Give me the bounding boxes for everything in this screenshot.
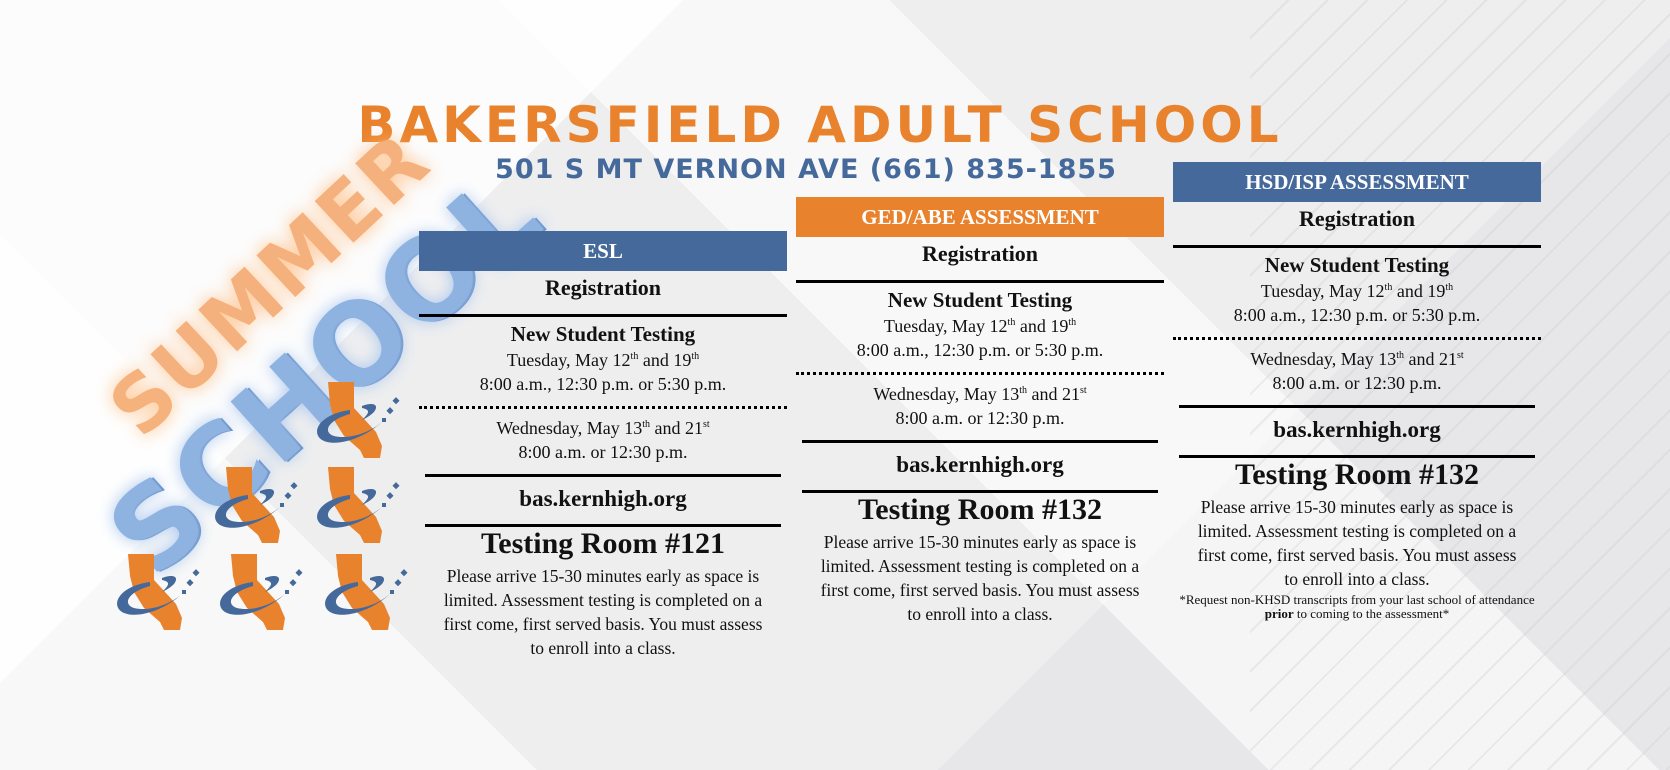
new-student-testing-label: New Student Testing — [887, 288, 1073, 312]
divider — [802, 490, 1158, 493]
column-heading: ESL — [419, 231, 787, 271]
new-student-testing-label: New Student Testing — [1264, 253, 1450, 277]
tuesday-times: 8:00 a.m., 12:30 p.m. or 5:30 p.m. — [1233, 305, 1481, 325]
registration-label: Registration — [544, 275, 662, 300]
column-heading: HSD/ISP ASSESSMENT — [1173, 162, 1541, 202]
website-link[interactable]: bas.kernhigh.org — [896, 452, 1064, 477]
california-logo-icon — [317, 382, 400, 458]
divider — [425, 524, 781, 527]
wednesday-dates: Wednesday, May 13th and 21st — [496, 418, 710, 438]
tuesday-dates: Tuesday, May 12th and 19th — [506, 350, 700, 370]
new-student-testing-label: New Student Testing — [510, 322, 696, 346]
wednesday-times: 8:00 a.m. or 12:30 p.m. — [1272, 373, 1442, 393]
divider — [1173, 245, 1541, 248]
tuesday-times: 8:00 a.m., 12:30 p.m. or 5:30 p.m. — [479, 374, 727, 394]
website-link[interactable]: bas.kernhigh.org — [519, 486, 687, 511]
school-title: BAKERSFIELD ADULT SCHOOL — [357, 96, 1283, 154]
testing-room: Testing Room #132 — [1235, 458, 1479, 491]
california-logo-icon — [117, 554, 200, 630]
divider — [796, 280, 1164, 283]
divider — [425, 474, 781, 477]
divider — [802, 440, 1158, 443]
arrival-note: Please arrive 15-30 minutes early as spa… — [1197, 497, 1517, 589]
divider — [1179, 455, 1535, 458]
tuesday-dates: Tuesday, May 12th and 19th — [883, 316, 1077, 336]
california-logo-icon — [220, 554, 303, 630]
school-address: 501 S MT VERNON AVE (661) 835-1855 — [495, 154, 1117, 185]
california-logo-icon — [215, 467, 298, 543]
dotted-divider — [419, 406, 787, 409]
california-logo-icon — [317, 467, 400, 543]
wednesday-times: 8:00 a.m. or 12:30 p.m. — [895, 408, 1065, 428]
registration-label: Registration — [921, 241, 1039, 266]
arrival-note: Please arrive 15-30 minutes early as spa… — [443, 566, 763, 658]
dotted-divider — [796, 372, 1164, 375]
tuesday-times: 8:00 a.m., 12:30 p.m. or 5:30 p.m. — [856, 340, 1104, 360]
dotted-divider — [1173, 337, 1541, 340]
tuesday-dates: Tuesday, May 12th and 19th — [1260, 281, 1454, 301]
transcript-note: *Request non-KHSD transcripts from your … — [1179, 592, 1535, 621]
testing-room: Testing Room #132 — [858, 493, 1102, 526]
arrival-note: Please arrive 15-30 minutes early as spa… — [820, 532, 1140, 624]
divider — [1179, 405, 1535, 408]
wednesday-dates: Wednesday, May 13th and 21st — [1250, 349, 1464, 369]
divider — [419, 314, 787, 317]
column-heading: GED/ABE ASSESSMENT — [796, 197, 1164, 237]
testing-room: Testing Room #121 — [481, 527, 725, 560]
registration-label: Registration — [1298, 206, 1416, 231]
wednesday-dates: Wednesday, May 13th and 21st — [873, 384, 1087, 404]
wednesday-times: 8:00 a.m. or 12:30 p.m. — [518, 442, 688, 462]
california-logo-icon — [325, 554, 408, 630]
website-link[interactable]: bas.kernhigh.org — [1273, 417, 1441, 442]
